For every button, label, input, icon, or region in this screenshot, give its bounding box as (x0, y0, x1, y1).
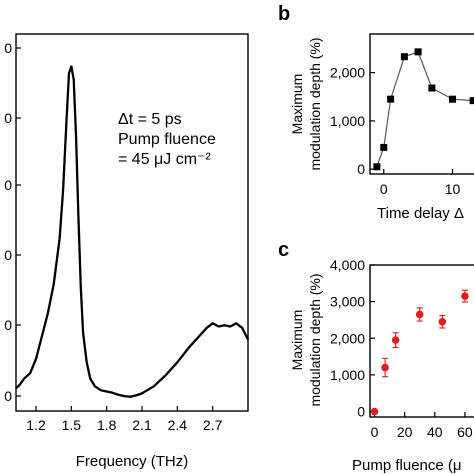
panel-c-y-tick-label: 1,000 (330, 367, 365, 383)
panel-a-chart: 1.2 1.5 1.8 2.1 2.4 2.7 0 0 0 0 0 0 Δt = 5 ps Pump… (4, 33, 250, 470)
panel-a-annotation-line-2: Pump fluence (118, 131, 216, 148)
panel-c-y-label-line-1: Maximum (289, 310, 305, 371)
panel-a-x-tick-label: 1.2 (26, 417, 46, 433)
panel-b-data-point (428, 84, 436, 92)
panel-c-y-tick-label: 0 (357, 404, 365, 420)
panel-b-chart: b 0 10 0 1,000 2,000 Maximum modulation dep… (278, 3, 474, 222)
panel-c-data-point (461, 292, 469, 300)
panel-b-x-axis-label: Time delay Δ (377, 205, 464, 222)
panel-a-annotation-line-1: Δt = 5 ps (118, 111, 182, 128)
panel-b-series-line (376, 51, 474, 168)
panel-c-data-point (391, 336, 400, 344)
panel-a-x-tick-label: 1.8 (97, 417, 117, 433)
panel-b-data-point (400, 53, 408, 61)
panel-c-letter: c (278, 239, 289, 261)
panel-b-data-point (449, 95, 456, 103)
panel-b-data-point (373, 163, 381, 171)
panel-a-frame (15, 33, 249, 412)
panel-c-y-tick-label: 3,000 (330, 294, 365, 310)
panel-b-y-label-line-2: modulation depth (%) (307, 37, 323, 170)
panel-b-x-ticks: 0 10 (380, 169, 461, 197)
panel-c-frame (369, 264, 474, 418)
panel-c-x-tick-label: 20 (397, 424, 413, 440)
panel-c-data-point (415, 310, 424, 319)
panel-a-x-tick-label: 1.5 (62, 417, 82, 433)
panel-a-y-tick-label: 0 (4, 40, 12, 56)
panel-b-data-point (380, 143, 388, 151)
panel-a-y-tick-label: 0 (4, 177, 12, 193)
panel-b-x-tick-label: 0 (380, 181, 388, 197)
panel-c-markers (370, 289, 469, 416)
panel-a-y-tick-label: 0 (4, 110, 12, 126)
panel-a-y-ticks: 0 0 0 0 0 0 (4, 40, 21, 404)
panel-c-y-tick-label: 2,000 (330, 330, 365, 346)
panel-b-data-point (414, 48, 422, 56)
panel-a-x-tick-label: 2.1 (132, 417, 152, 433)
panel-a-series-line (15, 65, 250, 398)
panel-b-data-point (469, 97, 474, 105)
panel-b-y-tick-label: 1,000 (330, 113, 365, 129)
panel-c-y-tick-label: 4,000 (330, 257, 365, 273)
panel-a-x-ticks: 1.2 1.5 1.8 2.1 2.4 2.7 (26, 406, 223, 433)
panel-a-y-tick-label: 0 (4, 388, 12, 404)
panel-a-x-tick-label: 2.7 (203, 417, 223, 433)
panel-b-frame (369, 33, 474, 175)
panel-b-letter: b (278, 3, 290, 25)
panel-a-y-tick-label: 0 (4, 247, 12, 263)
panel-a-y-tick-label: 0 (4, 317, 12, 333)
panel-c-x-tick-label: 40 (427, 424, 443, 440)
panel-c-x-axis-label: Pump fluence (μ (352, 457, 462, 474)
panel-b-y-label-line-1: Maximum (289, 74, 305, 135)
panel-c-y-ticks: 0 1,000 2,000 3,000 4,000 (330, 257, 375, 420)
panel-a-annotation-line-3: = 45 μJ cm⁻² (118, 151, 211, 168)
panel-c-data-point (381, 363, 389, 372)
panel-b-y-tick-label: 0 (357, 161, 365, 177)
panel-c-x-tick-label: 60 (457, 424, 473, 440)
panel-c-x-tick-label: 0 (371, 424, 379, 440)
panel-b-y-tick-label: 2,000 (330, 65, 365, 81)
panel-b-data-point (387, 95, 395, 103)
panel-c-x-ticks: 0 20 40 60 (371, 412, 473, 440)
panel-a-x-tick-label: 2.4 (168, 417, 188, 433)
panel-c-y-label-line-2: modulation depth (%) (307, 273, 323, 406)
panel-a-x-axis-label: Frequency (THz) (76, 453, 189, 470)
panel-b-markers (373, 48, 474, 171)
panel-c-data-point (438, 317, 447, 326)
panel-c-data-point (370, 407, 379, 416)
panel-b-y-ticks: 0 1,000 2,000 (330, 65, 375, 177)
panel-b-x-tick-label: 10 (445, 181, 461, 197)
